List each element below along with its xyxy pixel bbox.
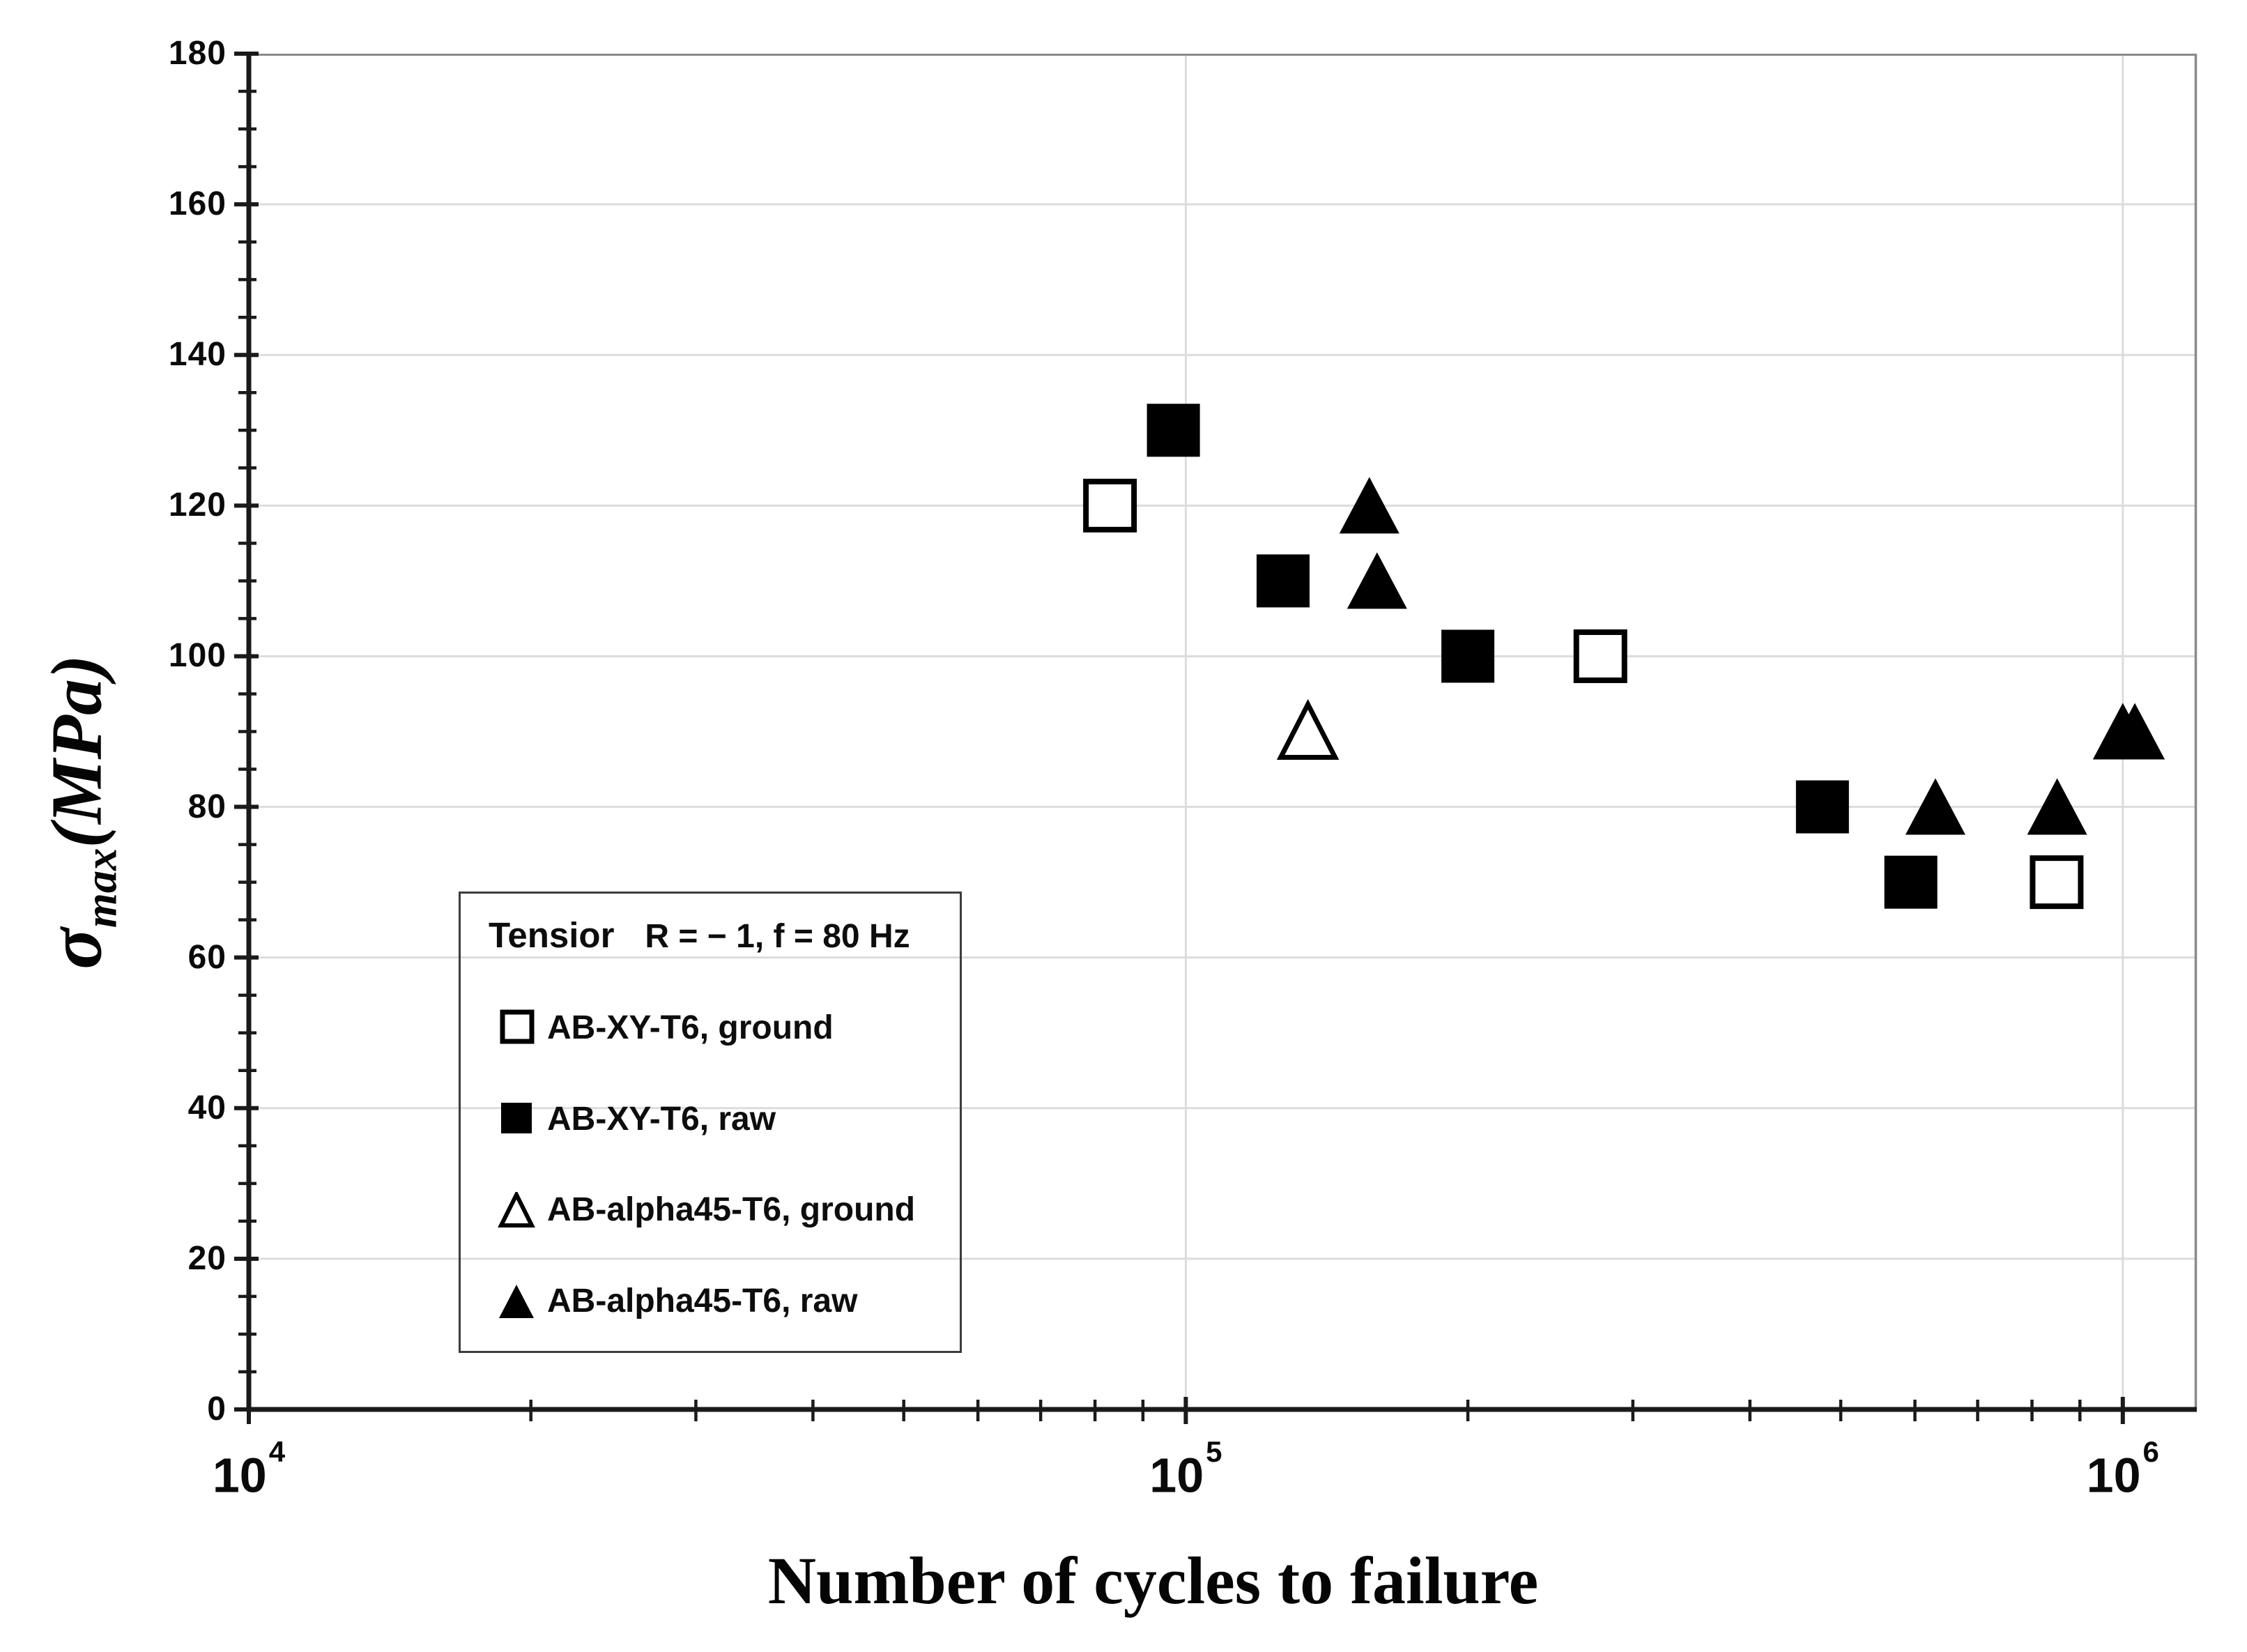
x-tick-label-1e6: 106 bbox=[2025, 1435, 2221, 1503]
y-tick-label-160: 160 bbox=[168, 185, 227, 223]
legend-item-label: AB-XY-T6, ground bbox=[547, 1009, 834, 1046]
y-tick-label-120: 120 bbox=[168, 487, 227, 524]
data-point-square-filled bbox=[1146, 404, 1200, 457]
y-axis-title: σmax(MPa) bbox=[31, 655, 126, 970]
legend-item-label: AB-alpha45-T6, raw bbox=[547, 1283, 858, 1320]
data-point-square-filled bbox=[1795, 780, 1849, 834]
y-axis-title-sigma: σ bbox=[32, 928, 118, 970]
data-point-square-open bbox=[1083, 478, 1137, 533]
y-tick-label-0: 0 bbox=[207, 1391, 227, 1428]
data-point-triangle-filled bbox=[1905, 778, 1965, 835]
legend-item-label: AB-alpha45-T6, ground bbox=[547, 1191, 916, 1229]
plot-area bbox=[234, 52, 2198, 1424]
y-axis-title-units: (MPa) bbox=[36, 655, 117, 848]
filled-triangle-icon bbox=[499, 1284, 534, 1318]
y-tick-label-180: 180 bbox=[168, 35, 227, 72]
data-point-triangle-open bbox=[1276, 698, 1340, 760]
legend-item-ab-xy-t6-ground: AB-XY-T6, ground bbox=[461, 1009, 960, 1047]
legend-box: Tensior R = − 1, f = 80 Hz AB-XY-T6, gro… bbox=[459, 892, 962, 1353]
legend-title: Tensior R = − 1, f = 80 Hz bbox=[461, 915, 960, 956]
data-point-triangle-filled bbox=[2105, 703, 2165, 760]
x-tick-exponent: 6 bbox=[2142, 1435, 2159, 1469]
legend-item-ab-alpha45-t6-ground: AB-alpha45-T6, ground bbox=[461, 1191, 960, 1229]
legend-item-label: AB-XY-T6, raw bbox=[547, 1100, 776, 1138]
open-square-icon bbox=[500, 1009, 535, 1044]
data-point-triangle-filled bbox=[1339, 477, 1399, 534]
data-point-triangle-filled bbox=[2027, 778, 2087, 835]
x-tick-exponent: 4 bbox=[268, 1435, 286, 1469]
x-tick-base: 10 bbox=[212, 1448, 267, 1503]
y-tick-label-100: 100 bbox=[168, 637, 227, 675]
y-tick-label-20: 20 bbox=[187, 1239, 227, 1277]
y-tick-label-40: 40 bbox=[187, 1089, 227, 1126]
y-tick-label-80: 80 bbox=[187, 788, 227, 825]
y-tick-label-60: 60 bbox=[187, 938, 227, 976]
open-triangle-icon bbox=[498, 1191, 535, 1227]
data-point-triangle-filled bbox=[1347, 552, 1407, 609]
x-tick-exponent: 5 bbox=[1206, 1435, 1222, 1469]
legend-item-ab-alpha45-t6-raw: AB-alpha45-T6, raw bbox=[461, 1282, 960, 1320]
data-point-square-filled bbox=[1441, 629, 1495, 683]
filled-square-icon bbox=[501, 1103, 532, 1133]
x-tick-base: 10 bbox=[1149, 1448, 1204, 1503]
x-axis-title: Number of cycles to failure bbox=[767, 1543, 1539, 1618]
legend-item-ab-xy-t6-raw: AB-XY-T6, raw bbox=[461, 1100, 960, 1138]
legend-title-conditions: R = − 1, f = 80 Hz bbox=[645, 918, 910, 955]
data-point-square-open bbox=[2030, 855, 2084, 910]
x-tick-label-1e4: 104 bbox=[151, 1435, 346, 1503]
y-axis-title-subscript: max bbox=[76, 848, 126, 928]
data-point-square-filled bbox=[1256, 554, 1310, 608]
data-point-square-open bbox=[1573, 629, 1627, 683]
x-tick-base: 10 bbox=[2086, 1448, 2141, 1503]
data-point-square-filled bbox=[1884, 855, 1938, 909]
y-tick-label-140: 140 bbox=[168, 336, 227, 374]
x-tick-label-1e5: 105 bbox=[1088, 1435, 1283, 1503]
legend-title-load-mode: Tensior bbox=[489, 915, 615, 955]
